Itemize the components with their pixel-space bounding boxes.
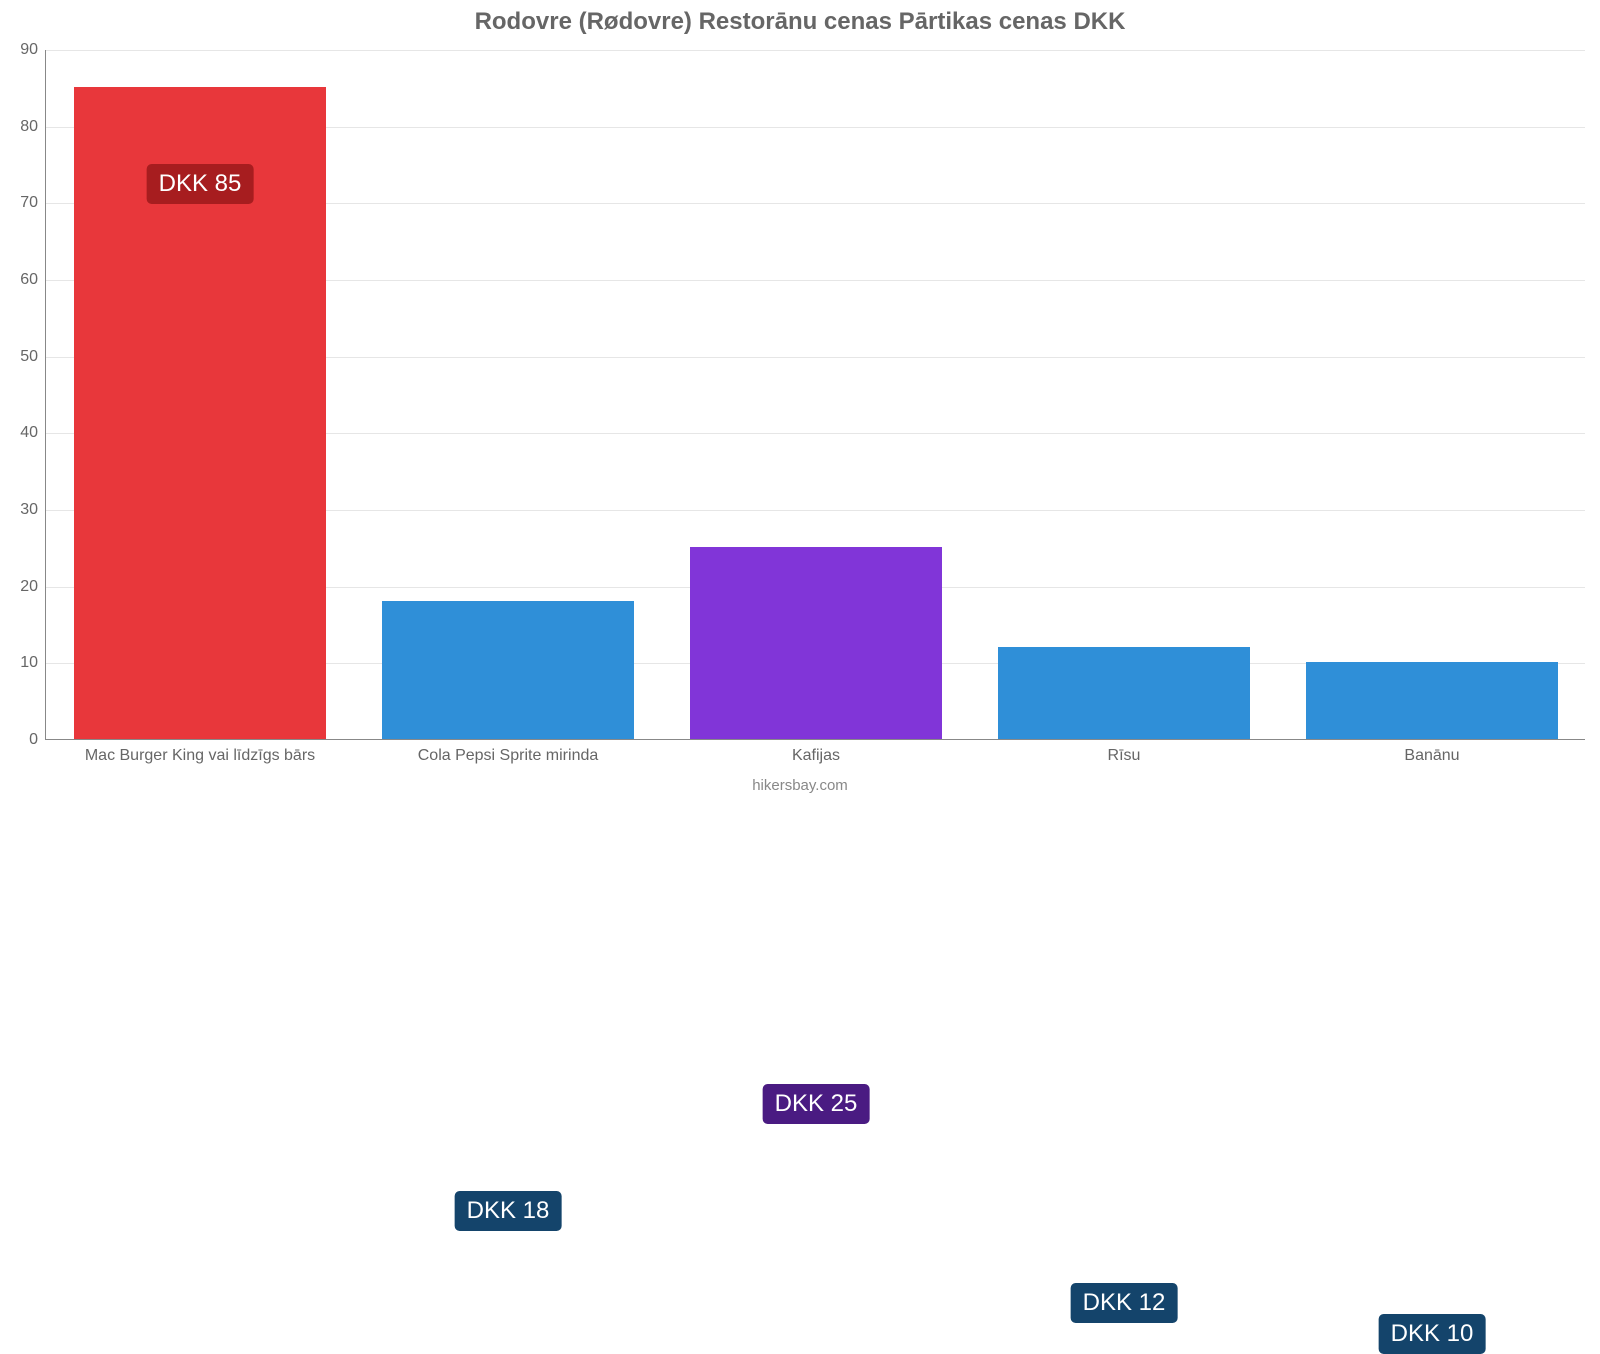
bar: DKK 25 (690, 547, 943, 739)
value-badge: DKK 25 (763, 1084, 870, 1124)
bar: DKK 12 (998, 647, 1251, 739)
bar: DKK 85 (74, 87, 327, 739)
y-tick-label: 30 (20, 501, 46, 519)
y-tick-label: 50 (20, 348, 46, 366)
value-badge: DKK 18 (455, 1191, 562, 1231)
value-badge: DKK 10 (1379, 1314, 1486, 1354)
chart-title: Rodovre (Rødovre) Restorānu cenas Pārtik… (0, 8, 1600, 36)
gridline (46, 50, 1585, 51)
x-tick-label: Rīsu (1108, 739, 1141, 765)
x-tick-label: Mac Burger King vai līdzīgs bārs (85, 739, 315, 765)
plot-area: 0102030405060708090DKK 85Mac Burger King… (45, 50, 1585, 740)
y-tick-label: 10 (20, 654, 46, 672)
y-tick-label: 0 (29, 731, 46, 749)
x-tick-label: Kafijas (792, 739, 840, 765)
y-tick-label: 20 (20, 578, 46, 596)
bar: DKK 10 (1306, 662, 1559, 739)
bar: DKK 18 (382, 601, 635, 739)
x-tick-label: Cola Pepsi Sprite mirinda (418, 739, 599, 765)
y-tick-label: 70 (20, 194, 46, 212)
chart-footer: hikersbay.com (0, 777, 1600, 794)
value-badge: DKK 85 (147, 164, 254, 204)
x-tick-label: Banānu (1404, 739, 1459, 765)
bar-chart: Rodovre (Rødovre) Restorānu cenas Pārtik… (0, 0, 1600, 800)
y-tick-label: 60 (20, 271, 46, 289)
y-tick-label: 40 (20, 424, 46, 442)
y-tick-label: 80 (20, 118, 46, 136)
value-badge: DKK 12 (1071, 1283, 1178, 1323)
y-tick-label: 90 (20, 41, 46, 59)
